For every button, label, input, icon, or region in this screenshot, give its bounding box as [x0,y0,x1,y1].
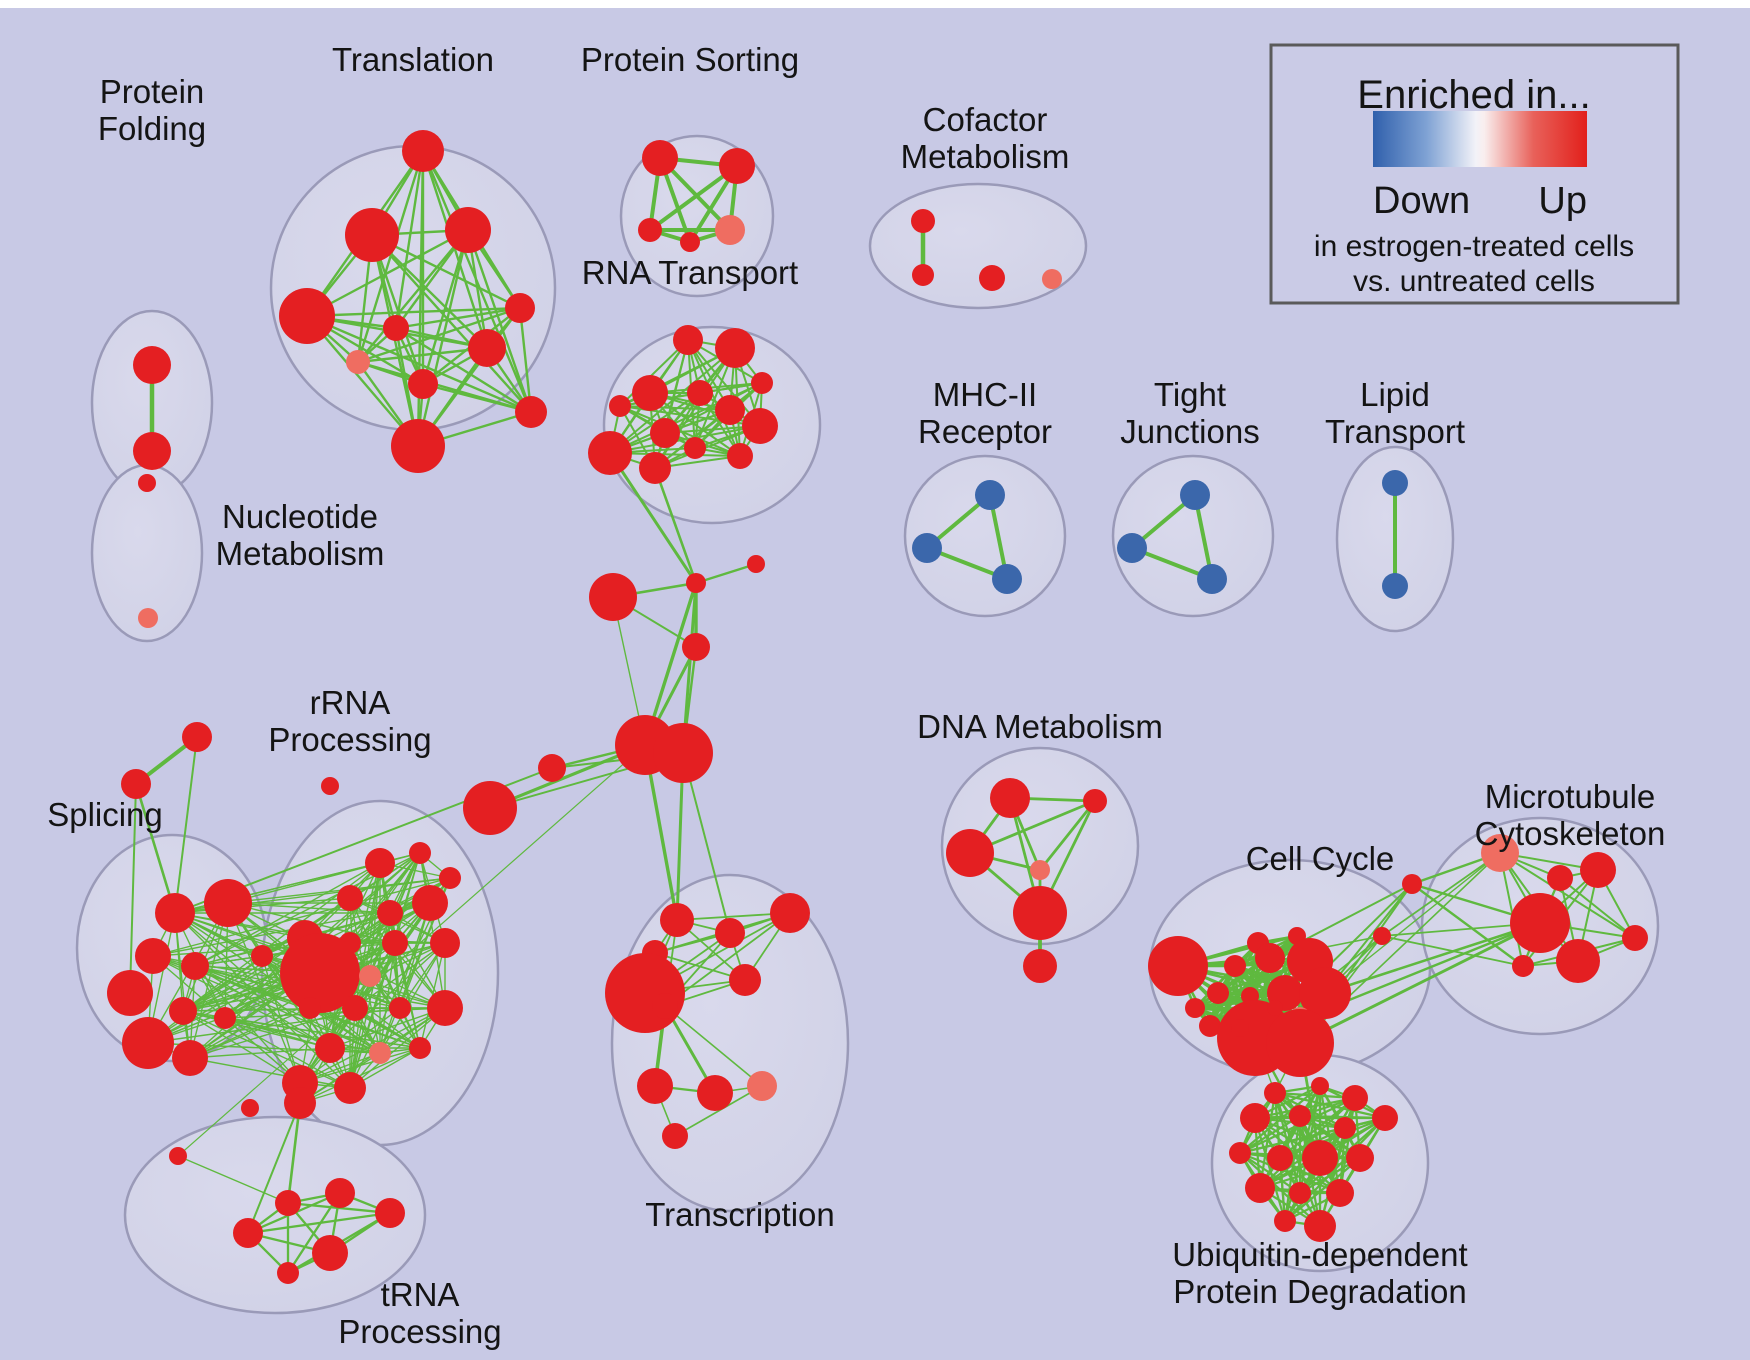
svg-text:Processing: Processing [268,721,431,758]
svg-text:Down: Down [1373,180,1470,222]
svg-text:Nucleotide: Nucleotide [222,498,378,535]
svg-text:Up: Up [1538,180,1587,222]
svg-text:Folding: Folding [98,110,206,147]
svg-text:Cytoskeleton: Cytoskeleton [1475,815,1666,852]
svg-text:in estrogen-treated cells: in estrogen-treated cells [1314,230,1634,263]
svg-text:DNA Metabolism: DNA Metabolism [917,708,1163,745]
svg-text:Ubiquitin-dependent: Ubiquitin-dependent [1172,1236,1467,1273]
svg-text:Receptor: Receptor [918,413,1052,450]
svg-text:Processing: Processing [338,1313,501,1350]
svg-text:rRNA: rRNA [310,684,391,721]
svg-text:Metabolism: Metabolism [216,535,385,572]
svg-text:Enriched in...: Enriched in... [1357,73,1590,117]
svg-text:Transcription: Transcription [645,1196,835,1233]
svg-text:Cofactor: Cofactor [923,101,1048,138]
svg-text:MHC-II: MHC-II [933,376,1037,413]
svg-text:Tight: Tight [1154,376,1226,413]
svg-text:Metabolism: Metabolism [901,138,1070,175]
svg-text:tRNA: tRNA [381,1276,460,1313]
svg-text:Protein: Protein [100,73,205,110]
svg-text:vs. untreated cells: vs. untreated cells [1353,265,1595,298]
svg-text:Protein Sorting: Protein Sorting [581,41,799,78]
svg-text:Junctions: Junctions [1120,413,1259,450]
svg-text:Microtubule: Microtubule [1485,778,1656,815]
svg-text:Translation: Translation [332,41,494,78]
svg-text:Protein Degradation: Protein Degradation [1173,1273,1467,1310]
svg-text:Splicing: Splicing [47,796,163,833]
svg-text:RNA Transport: RNA Transport [582,254,798,291]
svg-text:Cell Cycle: Cell Cycle [1246,840,1395,877]
svg-text:Transport: Transport [1325,413,1465,450]
svg-text:Lipid: Lipid [1360,376,1430,413]
